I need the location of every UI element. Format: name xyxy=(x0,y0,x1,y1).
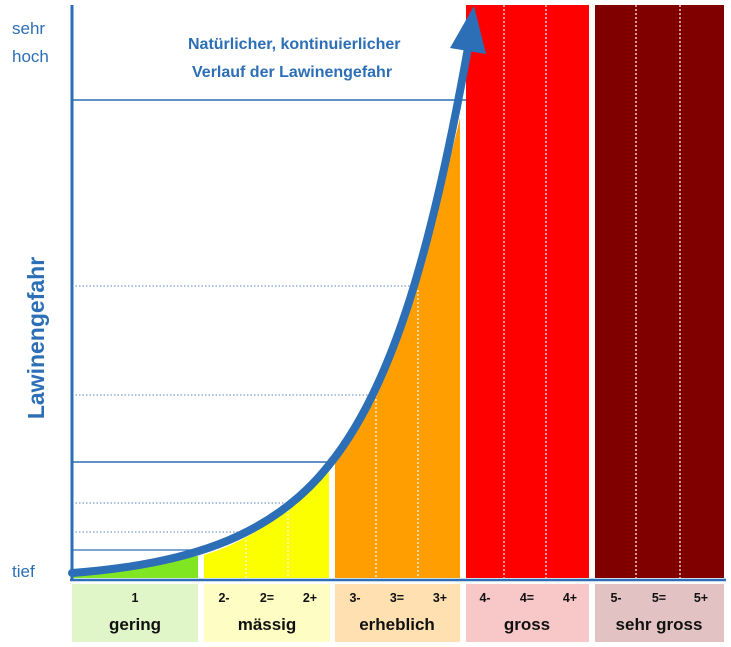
curve-annotation-line1: Natürlicher, kontinuierlicher xyxy=(188,36,401,53)
category-label-boxes xyxy=(72,584,724,642)
category-gering: gering xyxy=(109,615,161,634)
label-box-gering xyxy=(72,584,198,642)
y-bottom-label: tief xyxy=(12,562,35,581)
sublevel-3-plus: 3+ xyxy=(433,591,447,605)
sublevel-labels: 1 2- 2= 2+ 3- 3= 3+ 4- 4= 4+ 5- 5= 5+ xyxy=(132,591,709,605)
sublevel-5-equal: 5= xyxy=(652,591,666,605)
y-axis-title: Lawinengefahr xyxy=(23,257,49,419)
category-maessig: mässig xyxy=(238,615,297,634)
sublevel-2-plus: 2+ xyxy=(303,591,317,605)
label-box-sehr-gross xyxy=(595,584,724,642)
sublevel-3-minus: 3- xyxy=(349,591,360,605)
category-sehr-gross: sehr gross xyxy=(616,615,703,634)
curve-annotation-line2: Verlauf der Lawinengefahr xyxy=(192,64,392,81)
sublevel-separators xyxy=(245,5,681,578)
curve-arrowhead-icon xyxy=(450,6,486,54)
area-gross xyxy=(466,5,589,578)
label-box-erheblich xyxy=(335,584,460,642)
sublevel-2-equal: 2= xyxy=(260,591,274,605)
sublevel-4-equal: 4= xyxy=(520,591,534,605)
sublevel-2-minus: 2- xyxy=(218,591,229,605)
category-names: gering mässig erheblich gross sehr gross xyxy=(109,615,702,634)
sublevel-5-minus: 5- xyxy=(610,591,621,605)
danger-curve xyxy=(68,6,486,577)
area-maessig xyxy=(204,470,329,578)
sublevel-3-equal: 3= xyxy=(390,591,404,605)
sublevel-5-plus: 5+ xyxy=(694,591,708,605)
sublevel-1: 1 xyxy=(132,591,139,605)
sublevel-4-minus: 4- xyxy=(479,591,490,605)
y-top-label-line2: hoch xyxy=(12,47,49,66)
area-erheblich xyxy=(335,118,460,578)
dotted-guide-lines xyxy=(72,285,420,533)
category-gross: gross xyxy=(504,615,550,634)
axes xyxy=(70,5,726,582)
y-top-label-line1: sehr xyxy=(12,19,45,38)
label-box-gross xyxy=(466,584,589,642)
horizontal-guide-lines xyxy=(72,99,470,551)
sublevel-4-plus: 4+ xyxy=(563,591,577,605)
category-erheblich: erheblich xyxy=(359,615,435,634)
danger-areas xyxy=(72,5,724,578)
label-box-maessig xyxy=(204,584,330,642)
danger-curve-line xyxy=(68,44,472,577)
area-sehr-gross xyxy=(595,5,724,578)
